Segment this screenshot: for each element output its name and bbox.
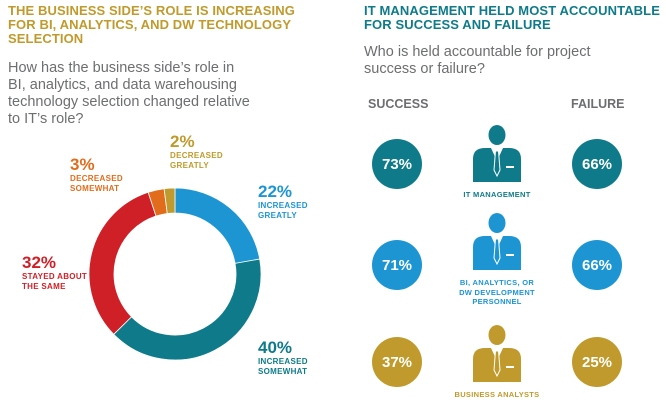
slice-value: 3% [70, 155, 95, 174]
left-title-line: THE BUSINESS SIDE’S ROLE IS INCREASING [8, 3, 295, 18]
success-value-circle: 71% [372, 240, 422, 290]
role-label-line: IT MANAGEMENT [463, 190, 531, 199]
right-question: Who is held accountable for project succ… [364, 44, 591, 78]
left-title-line: FOR BI, ANALYTICS, AND DW TECHNOLOGY [8, 17, 292, 32]
slice-label-increased-greatly: 22% INCREASED GREATLY [258, 183, 308, 221]
person-icon [473, 213, 521, 270]
right-title-line: FOR SUCCESS AND FAILURE [364, 17, 551, 32]
left-question-line: BI, analytics, and data warehousing [8, 77, 237, 93]
role-label-it-management: IT MANAGEMENT [442, 190, 552, 200]
donut-slice [163, 187, 176, 214]
slice-label-line: DECREASED [70, 174, 123, 183]
right-title: IT MANAGEMENT HELD MOST ACCOUNTABLE FOR … [364, 4, 660, 32]
slice-label-line: THE SAME [22, 282, 66, 291]
slice-value: 32% [22, 253, 57, 272]
right-question-line: success or failure? [364, 61, 485, 77]
left-question-line: to IT’s role? [8, 111, 84, 127]
left-question-line: How has the business side’s role in [8, 60, 235, 76]
donut-slice [174, 187, 261, 264]
left-title-line: SELECTION [8, 31, 84, 46]
donut-slice [88, 191, 157, 335]
role-label-line: DW DEVELOPMENT [459, 287, 535, 297]
donut-chart [88, 187, 262, 361]
slice-label-line: SOMEWHAT [258, 367, 308, 376]
slice-value: 40% [258, 338, 293, 357]
slice-label-line: GREATLY [170, 161, 209, 170]
left-question: How has the business side’s role in BI, … [8, 60, 250, 128]
failure-header: FAILURE [571, 97, 625, 111]
slice-label-stayed-same: 32% STAYED ABOUT THE SAME [22, 254, 87, 292]
success-value-circle: 73% [372, 139, 422, 189]
role-label-bi-dw-personnel: BI, ANALYTICS, OR DW DEVELOPMENT PERSONN… [442, 278, 552, 307]
slice-label-line: STAYED ABOUT [22, 272, 88, 281]
slice-label-line: DECREASED [170, 151, 223, 160]
slice-label-increased-somewhat: 40% INCREASED SOMEWHAT [258, 339, 308, 377]
success-value-circle: 37% [372, 337, 422, 387]
person-icon [473, 325, 521, 382]
failure-value-circle: 66% [572, 240, 622, 290]
slice-label-line: INCREASED [258, 201, 308, 210]
slice-value: 22% [258, 182, 293, 201]
person-icon [473, 125, 521, 182]
failure-value-circle: 66% [572, 139, 622, 189]
success-header: SUCCESS [368, 97, 429, 111]
role-label-line: PERSONNEL [472, 297, 522, 306]
left-question-line: technology selection changed relative [8, 94, 250, 110]
slice-label-line: INCREASED [258, 357, 308, 366]
left-title: THE BUSINESS SIDE’S ROLE IS INCREASING F… [8, 4, 295, 46]
right-question-line: Who is held accountable for project [364, 44, 591, 60]
slice-label-decreased-somewhat: 3% DECREASED SOMEWHAT [70, 156, 123, 194]
slice-value: 2% [170, 132, 195, 151]
role-label-line: BUSINESS ANALYSTS [454, 390, 540, 399]
right-title-line: IT MANAGEMENT HELD MOST ACCOUNTABLE [364, 3, 660, 18]
slice-label-decreased-greatly: 2% DECREASED GREATLY [170, 133, 223, 171]
donut-slice [113, 258, 262, 361]
failure-value-circle: 25% [572, 337, 622, 387]
slice-label-line: GREATLY [258, 211, 297, 220]
role-label-line: BI, ANALYTICS, OR [459, 278, 535, 287]
slice-label-line: SOMEWHAT [70, 184, 120, 193]
role-label-business-analysts: BUSINESS ANALYSTS [442, 390, 552, 400]
